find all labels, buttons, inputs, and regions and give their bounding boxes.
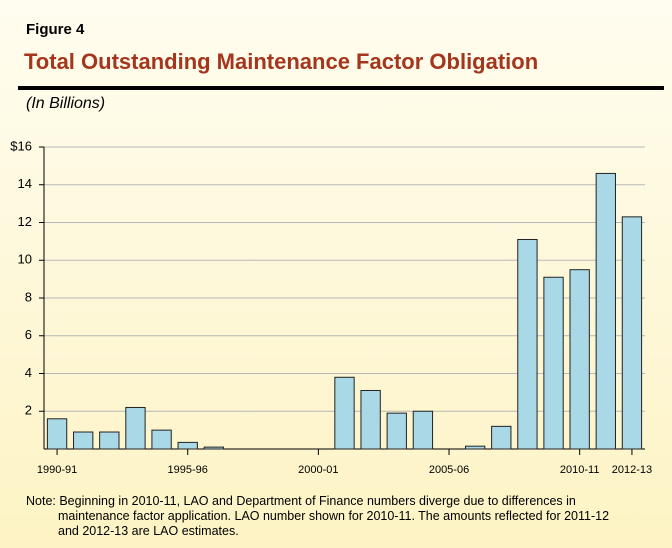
bar: [464, 445, 486, 450]
y-tick-label: 12: [18, 214, 32, 229]
bar: [569, 269, 590, 450]
bar: [46, 418, 68, 450]
y-tick-label: 2: [25, 403, 32, 418]
bar: [99, 431, 120, 450]
y-tick-label: 10: [18, 252, 32, 267]
x-tick-label: 2012-13: [612, 464, 652, 476]
x-tick-label: 1995-96: [168, 464, 208, 476]
y-tick-label: 14: [18, 176, 32, 191]
x-tick-label: 2010-11: [560, 464, 600, 476]
bar: [412, 410, 434, 450]
bar: [125, 406, 146, 450]
bar: [543, 276, 564, 450]
bar: [517, 238, 538, 450]
bar: [360, 389, 381, 450]
bar: [151, 429, 172, 450]
y-tick-label: 4: [25, 365, 32, 380]
bar: [203, 446, 225, 450]
x-tick-label: 1990-91: [37, 464, 77, 476]
chart-title: Total Outstanding Maintenance Factor Obl…: [24, 49, 538, 74]
y-tick-label: 8: [25, 289, 32, 304]
x-tick-label: 2000-01: [298, 464, 338, 476]
chart: Figure 4 Total Outstanding Maintenance F…: [10, 21, 664, 476]
note: Note: Beginning in 2010-11, LAO and Depa…: [26, 494, 610, 538]
rule: [18, 86, 664, 90]
subtitle: (In Billions): [26, 95, 105, 112]
bar: [334, 376, 355, 450]
bar: [177, 441, 198, 450]
figure-label: Figure 4: [26, 21, 85, 38]
bar: [386, 412, 407, 450]
bar: [491, 425, 512, 450]
bar: [73, 431, 94, 450]
y-tick-label: 6: [25, 327, 32, 342]
bar: [595, 172, 616, 450]
y-tick-label: $16: [10, 138, 32, 153]
bar: [621, 216, 643, 450]
x-tick-label: 2005-06: [429, 464, 469, 476]
